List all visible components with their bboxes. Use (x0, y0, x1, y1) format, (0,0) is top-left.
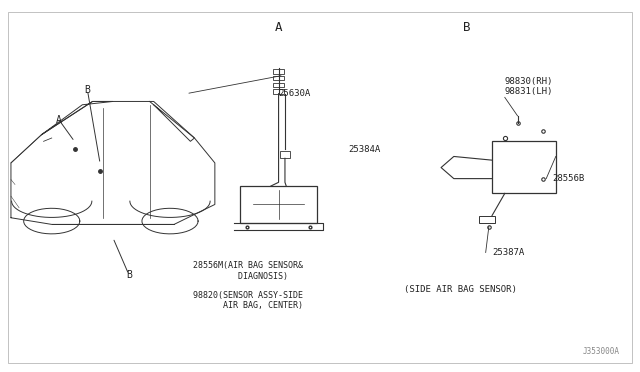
Text: A: A (56, 115, 61, 125)
Text: J353000A: J353000A (582, 347, 620, 356)
Text: A: A (275, 21, 282, 34)
Text: 28556M(AIR BAG SENSOR&
         DIAGNOSIS): 28556M(AIR BAG SENSOR& DIAGNOSIS) (193, 261, 303, 280)
Bar (273, 69, 284, 74)
Bar (280, 151, 290, 158)
Text: (SIDE AIR BAG SENSOR): (SIDE AIR BAG SENSOR) (404, 285, 516, 294)
Text: 25384A: 25384A (349, 145, 381, 154)
Text: B: B (126, 270, 132, 280)
Bar (479, 215, 495, 223)
Text: 98820(SENSOR ASSY-SIDE
      AIR BAG, CENTER): 98820(SENSOR ASSY-SIDE AIR BAG, CENTER) (193, 291, 303, 310)
Bar (273, 83, 284, 87)
Bar (273, 76, 284, 80)
Text: B: B (463, 21, 470, 34)
Text: 28556B: 28556B (552, 174, 585, 183)
Text: 98830(RH)
98831(LH): 98830(RH) 98831(LH) (505, 77, 553, 96)
Text: 25630A: 25630A (278, 89, 311, 98)
Bar (273, 89, 284, 94)
Text: B: B (84, 85, 90, 95)
Text: 25387A: 25387A (492, 248, 524, 257)
